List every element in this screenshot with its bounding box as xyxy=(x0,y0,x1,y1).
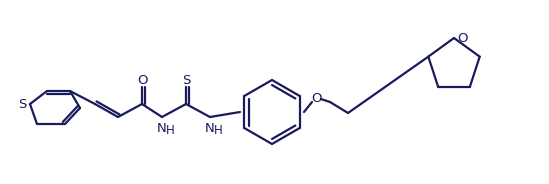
Text: N: N xyxy=(205,121,215,135)
Text: O: O xyxy=(457,31,467,45)
Text: S: S xyxy=(182,73,190,86)
Text: S: S xyxy=(18,98,26,111)
Text: H: H xyxy=(166,125,175,137)
Text: O: O xyxy=(311,93,321,105)
Text: H: H xyxy=(214,125,222,137)
Text: O: O xyxy=(137,73,147,86)
Text: N: N xyxy=(157,121,167,135)
